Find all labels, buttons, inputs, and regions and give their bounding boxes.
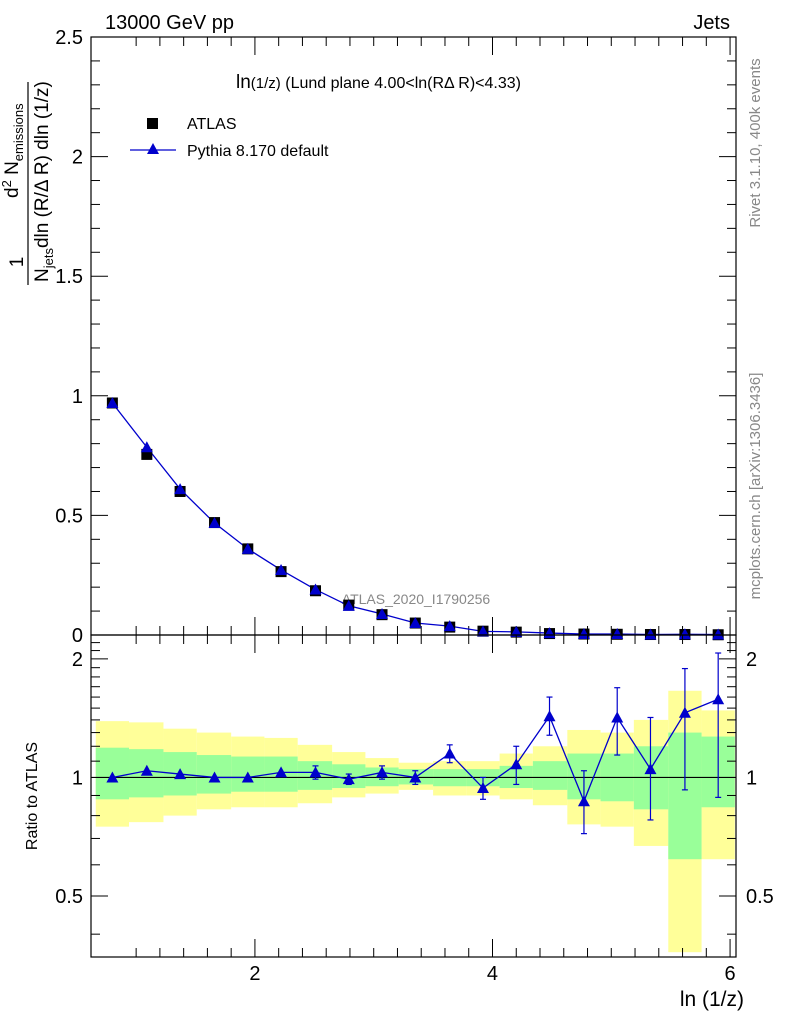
upper-ytick-label: 1	[72, 386, 83, 408]
ratio-point	[712, 693, 725, 705]
mcplots-credit: mcplots.cern.ch [arXiv:1306.3436]	[747, 373, 764, 600]
atlas-point	[141, 448, 153, 460]
ratio-point	[577, 795, 590, 807]
ratio-point	[476, 782, 489, 794]
ratio-point	[309, 766, 322, 778]
ratio-point	[611, 711, 624, 723]
ratio-point	[174, 768, 187, 780]
pythia-point	[577, 628, 590, 640]
pythia-point	[376, 607, 389, 619]
upper-ytick-label: 1.5	[55, 266, 83, 288]
upper-ytick-label: 0	[72, 625, 83, 647]
ratio-point	[241, 771, 254, 783]
upper-ylabel: 1 Njetsdln (R/Δ R) dln (1/z) d2 Nemissio…	[0, 81, 56, 285]
upper-ytick-label: 2	[72, 147, 83, 169]
pythia-point	[409, 617, 422, 629]
svg-text:d2 Nemissions: d2 Nemissions	[0, 103, 26, 198]
ratio-point	[208, 771, 221, 783]
header-process: Jets	[693, 12, 730, 34]
upper-ytick-label: 0.5	[55, 505, 83, 527]
ratio-point	[644, 763, 657, 775]
pythia-point	[644, 628, 657, 640]
lower-frame	[90, 634, 737, 958]
pythia-point	[678, 628, 691, 640]
lower-ytick-label: 2	[72, 649, 83, 671]
lower-ytick-label: 1	[72, 767, 83, 789]
legend-atlas-marker	[147, 118, 158, 129]
pythia-point	[476, 625, 489, 637]
ratio-point	[275, 766, 288, 778]
ratio-point	[443, 747, 456, 759]
ratio-point	[543, 710, 556, 722]
upper-axis-ticks: 0 0.5 1 1.5 2 2.5	[55, 27, 736, 647]
pythia-point	[510, 625, 523, 637]
ratio-point	[409, 771, 422, 783]
pythia-point	[443, 620, 456, 632]
ratio-point	[140, 764, 153, 776]
lower-ratio-marks	[106, 652, 725, 835]
upper-title: ln(1/z) (Lund plane 4.00<ln(RΔ R)<4.33)	[236, 72, 521, 93]
upper-ytick-label: 2.5	[55, 27, 83, 49]
xtick-label: 6	[724, 963, 735, 985]
ratio-point	[510, 758, 523, 770]
lower-ytick-label: 0.5	[55, 886, 83, 908]
pythia-point	[342, 599, 355, 611]
ratio-point	[342, 773, 355, 785]
lower-ytick-label-right: 0.5	[746, 886, 774, 908]
legend-atlas-label: ATLAS	[187, 116, 237, 133]
lower-uncertainty-bands	[91, 690, 736, 953]
svg-text:Njetsdln (R/Δ R) dln (1/z): Njetsdln (R/Δ R) dln (1/z)	[32, 81, 56, 282]
ratio-point	[678, 706, 691, 718]
pythia-point	[275, 563, 288, 575]
x-axis-label: ln (1/z)	[680, 988, 744, 1011]
pythia-point	[106, 396, 119, 408]
pythia-point	[174, 483, 187, 495]
pythia-point	[611, 628, 624, 640]
lower-ylabel: Ratio to ATLAS	[24, 742, 41, 850]
lower-ytick-label-right: 2	[746, 649, 757, 671]
pythia-point	[140, 441, 153, 453]
inner-band-bin	[532, 761, 568, 790]
lower-axis-ticks: 0.5 0.5 1 1 2 2 2 4 6	[55, 634, 774, 985]
xtick-label: 2	[249, 963, 260, 985]
pythia-point	[241, 542, 254, 554]
legend-pythia-marker	[147, 143, 159, 154]
legend-pythia-label: Pythia 8.170 default	[187, 143, 329, 160]
xtick-label: 4	[487, 963, 498, 985]
analysis-watermark: ATLAS_2020_I1790256	[342, 591, 491, 607]
ratio-point	[376, 766, 389, 778]
pythia-point	[208, 517, 221, 529]
rivet-version: Rivet 3.1.10, 400k events	[747, 58, 764, 227]
legend: ATLAS Pythia 8.170 default	[130, 116, 329, 160]
pythia-point	[712, 628, 725, 640]
pythia-point	[309, 583, 322, 595]
lower-ytick-label-right: 1	[746, 767, 757, 789]
header-energy: 13000 GeV pp	[105, 12, 234, 34]
ratio-point	[106, 771, 119, 783]
svg-text:1: 1	[7, 257, 28, 268]
